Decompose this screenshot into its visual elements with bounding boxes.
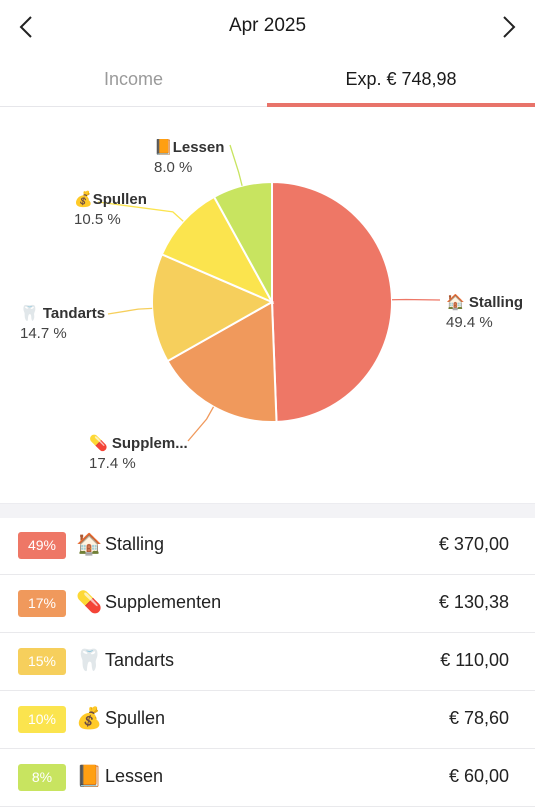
list-item-spullen[interactable]: 10% 💰 Spullen € 78,60 xyxy=(0,691,535,749)
house-icon: 🏠 xyxy=(76,533,103,556)
category-amount: € 60,00 xyxy=(448,766,509,786)
percent-badge: 15% xyxy=(18,648,66,675)
tab-bar: Income Exp. € 748,98 xyxy=(0,54,535,107)
month-title: Apr 2025 xyxy=(228,15,307,36)
leader-line-supplementen xyxy=(187,406,215,442)
list-item-supplementen[interactable]: 17% 💊 Supplementen € 130,38 xyxy=(0,575,535,633)
leader-line-spullen xyxy=(97,201,184,222)
house-icon: 🏠 xyxy=(446,294,465,311)
tab-expense[interactable]: Exp. € 748,98 xyxy=(345,69,457,89)
tab-income[interactable]: Income xyxy=(103,69,164,89)
leader-line-tandarts xyxy=(107,307,153,315)
leader-line-stalling xyxy=(391,298,441,301)
list-item-tandarts[interactable]: 15% 🦷 Tandarts € 110,00 xyxy=(0,633,535,691)
leader-line-lessen xyxy=(229,144,243,186)
pie-label-spullen: 💰Spullen 10.5 % xyxy=(74,191,147,228)
tooth-icon: 🦷 xyxy=(20,305,39,322)
pie-label-stalling: 🏠 Stalling 49.4 % xyxy=(446,294,524,331)
percent-badge: 8% xyxy=(18,764,66,791)
category-label: Lessen xyxy=(105,766,164,786)
pie-chart-canvas xyxy=(97,144,441,442)
category-amount: € 78,60 xyxy=(448,708,509,728)
pie-label-tandarts: 🦷 Tandarts 14.7 % xyxy=(20,305,106,342)
category-amount: € 110,00 xyxy=(440,650,509,670)
category-label: Supplementen xyxy=(105,592,222,612)
pill-icon: 💊 xyxy=(89,435,108,452)
pie-slice-lessen[interactable] xyxy=(212,180,273,303)
tooth-icon: 🦷 xyxy=(76,649,103,672)
category-amount: € 130,38 xyxy=(438,592,509,612)
category-amount: € 370,00 xyxy=(438,534,509,554)
pie-label-lessen: 📙Lessen 8.0 % xyxy=(154,139,225,176)
category-label: Stalling xyxy=(105,534,165,554)
book-icon: 📙 xyxy=(154,139,173,156)
pie-slice-supplementen[interactable] xyxy=(166,300,278,423)
chevron-left-icon xyxy=(19,16,32,38)
money-bag-icon: 💰 xyxy=(74,191,93,208)
pie-chart: 🏠 Stalling 49.4 % 💊 Supplem... 17.4 % 🦷 … xyxy=(0,107,535,503)
chevron-right-icon xyxy=(503,16,516,38)
active-tab-indicator xyxy=(267,103,535,107)
category-label: Tandarts xyxy=(105,650,175,670)
list-item-lessen[interactable]: 8% 📙 Lessen € 60,00 xyxy=(0,749,535,807)
percent-badge: 10% xyxy=(18,706,66,733)
money-bag-icon: 💰 xyxy=(76,707,103,730)
book-icon: 📙 xyxy=(76,765,103,788)
pie-slice-stalling[interactable] xyxy=(271,180,393,423)
pie-slice-tandarts[interactable] xyxy=(151,253,275,363)
section-divider xyxy=(0,503,535,518)
next-month-button[interactable] xyxy=(491,10,527,44)
list-item-stalling[interactable]: 49% 🏠 Stalling € 370,00 xyxy=(0,517,535,575)
category-label: Spullen xyxy=(105,708,166,728)
header: Apr 2025 xyxy=(0,0,535,54)
pie-label-supplementen: 💊 Supplem... 17.4 % xyxy=(89,435,188,472)
percent-badge: 49% xyxy=(18,532,66,559)
previous-month-button[interactable] xyxy=(8,10,44,44)
pie-slice-spullen[interactable] xyxy=(160,195,275,305)
category-list: 49% 🏠 Stalling € 370,00 17% 💊 Supplement… xyxy=(0,517,535,807)
percent-badge: 17% xyxy=(18,590,66,617)
pill-icon: 💊 xyxy=(76,591,103,614)
